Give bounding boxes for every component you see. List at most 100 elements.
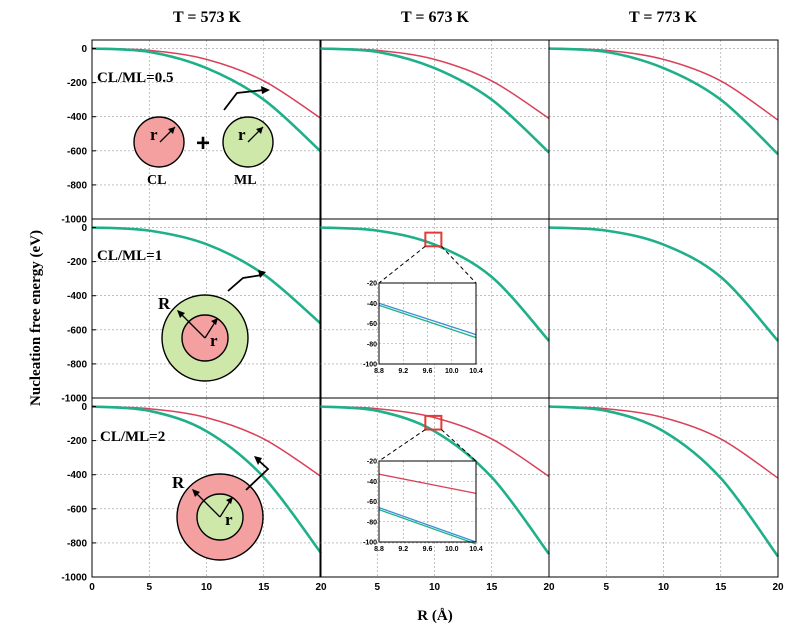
core-arrowhead-icon bbox=[211, 318, 218, 325]
inset-r2-c1-zoom-line-left bbox=[378, 429, 426, 462]
panel-r2-c2-xtick-label: 10 bbox=[658, 582, 670, 593]
panel-r2-c1-xtick-label: 5 bbox=[374, 582, 380, 593]
panel-r2-c1-series-1 bbox=[319, 405, 551, 555]
panel-r1-c1-highlight-box bbox=[424, 231, 443, 248]
col-title-573: T = 573 K bbox=[173, 9, 242, 26]
y-axis-label: Nucleation free energy (eV) bbox=[28, 230, 44, 406]
panel-r2-c1-xtick-label: 10 bbox=[429, 582, 441, 593]
panel-r0-c1-series-1 bbox=[319, 47, 550, 154]
inset-r1-c1-ytick-label: -60 bbox=[367, 321, 377, 328]
panel-r2-c0-ytick-label: -400 bbox=[67, 470, 87, 481]
inset-r1-c1-ytick-label: -40 bbox=[367, 301, 377, 308]
inset-r1-c1-series-1 bbox=[378, 304, 477, 339]
plus-sign: + bbox=[196, 130, 210, 157]
row-label-ratio-1: CL/ML=1 bbox=[97, 248, 162, 264]
panel-r1-c0-ytick-label: 0 bbox=[81, 223, 87, 234]
panel-r2-c1-xtick-label: 20 bbox=[543, 582, 555, 593]
panel-r1-c0-ytick-label: -800 bbox=[67, 359, 87, 370]
inset-r2-c1-xtick-label: 10.4 bbox=[469, 546, 483, 553]
shell-radius-label-3: R bbox=[172, 473, 185, 492]
inset-r1-c1-ytick-label: -100 bbox=[363, 362, 377, 369]
panel-r2-c2-series-1 bbox=[548, 405, 780, 558]
row-label-ratio-2: CL/ML=2 bbox=[100, 429, 165, 445]
inset-r2-c1-xtick-label: 9.2 bbox=[398, 546, 408, 553]
cl-arrowhead-icon bbox=[168, 127, 175, 134]
inset-r1-c1-zoom-line-right bbox=[441, 245, 477, 284]
x-axis-label: R (Å) bbox=[417, 608, 452, 624]
panel-r1-c0-ytick-label: -200 bbox=[67, 257, 87, 268]
panel-r2-c0-xtick-label: 0 bbox=[89, 582, 95, 593]
cl-radius-label: r bbox=[150, 125, 158, 144]
panel-r2-c0-ytick-label: -600 bbox=[67, 504, 87, 515]
panel-r2-c0-xtick-label: 5 bbox=[146, 582, 152, 593]
illustration-cl-core-ml-shell: R r bbox=[158, 270, 266, 382]
pointer-line bbox=[223, 89, 265, 111]
inset-r1-c1-ytick-label: -80 bbox=[367, 341, 377, 348]
panel-r2-c0-series-1 bbox=[91, 405, 323, 554]
ml-caption: ML bbox=[234, 173, 257, 188]
pointer-line-3 bbox=[245, 459, 270, 491]
pointer-arrowhead-2-icon bbox=[258, 270, 266, 278]
inset-r2-c1-zoom-line-right bbox=[441, 429, 477, 462]
panel-grid: 0-200-400-600-800-10000-200-400-600-800-… bbox=[61, 39, 784, 593]
panel-r0-c2-series-1 bbox=[548, 47, 779, 156]
panel-r0-c1-series-0 bbox=[319, 47, 550, 120]
panel-r2-c1-xtick-label: 15 bbox=[486, 582, 498, 593]
panel-r2-c0-ytick-label: -200 bbox=[67, 436, 87, 447]
panel-r0-c0-ytick-label: -400 bbox=[67, 112, 87, 123]
inset-r1-c1-xtick-label: 10.4 bbox=[469, 368, 483, 375]
ml-radius-label: r bbox=[238, 125, 246, 144]
inset-r2-c1-series-0 bbox=[378, 473, 477, 495]
panel-r0-c0-ytick-label: 0 bbox=[81, 44, 87, 55]
core-radius-label-3: r bbox=[225, 510, 233, 529]
shell-radius-label: R bbox=[158, 294, 171, 313]
panel-r2-c0-xtick-label: 15 bbox=[258, 582, 270, 593]
col-title-773: T = 773 K bbox=[629, 9, 698, 26]
panel-r2-c2-frame bbox=[548, 397, 779, 578]
inset-r1-c1-ytick-label: -20 bbox=[367, 281, 377, 288]
shell-arrowhead-3-icon bbox=[192, 489, 200, 497]
inset-r1-c1-xtick-label: 10.0 bbox=[445, 368, 459, 375]
panel-r0-c0-series-1 bbox=[91, 47, 322, 153]
inset-r2-c1-ytick-label: -100 bbox=[363, 540, 377, 547]
panel-r2-c2-xtick-label: 15 bbox=[715, 582, 727, 593]
inset-r2-c1-series-1 bbox=[378, 506, 477, 543]
panel-r2-c0-ytick-label: -800 bbox=[67, 538, 87, 549]
row-label-ratio-0-5: CL/ML=0.5 bbox=[97, 70, 173, 86]
panel-r2-c2-xtick-label: 5 bbox=[603, 582, 609, 593]
cl-caption: CL bbox=[147, 173, 166, 188]
panel-r2-c2-xtick-label: 20 bbox=[772, 582, 784, 593]
panel-r1-c0-ytick-label: -1000 bbox=[61, 394, 87, 405]
panel-r0-c0-ytick-label: -200 bbox=[67, 78, 87, 89]
inset-r2-c1-xtick-label: 8.8 bbox=[374, 546, 384, 553]
inset-r2-c1-ytick-label: -80 bbox=[367, 519, 377, 526]
inset-r2-c1-ytick-label: -60 bbox=[367, 499, 377, 506]
pointer-arrowhead-icon bbox=[261, 86, 270, 94]
panel-r2-c0-ytick-label: 0 bbox=[81, 402, 87, 413]
illustration-separate-nuclei: r CL + r ML bbox=[133, 86, 274, 188]
inset-r2-c1-ytick-label: -20 bbox=[367, 459, 377, 466]
illustration-ml-core-cl-shell: R r bbox=[172, 456, 270, 561]
panel-r0-c0-ytick-label: -1000 bbox=[61, 215, 87, 226]
inset-r1-c1-zoom-line-left bbox=[378, 245, 426, 284]
inset-r2-c1-xtick-label: 10.0 bbox=[445, 546, 459, 553]
inset-r2-c1-frame bbox=[378, 460, 477, 543]
core-arrowhead-3-icon bbox=[226, 497, 233, 504]
panel-r2-c0-frame bbox=[91, 397, 322, 578]
panel-r0-c0-ytick-label: -600 bbox=[67, 146, 87, 157]
inset-r2-c1-series-2 bbox=[378, 508, 477, 545]
inset-r1-c1-frame bbox=[378, 282, 477, 365]
panel-r1-c0-series-0 bbox=[91, 226, 322, 325]
inset-r1-c1-xtick-label: 8.8 bbox=[374, 368, 384, 375]
ml-arrowhead-icon bbox=[256, 127, 263, 134]
pointer-line-2 bbox=[227, 274, 263, 292]
inset-r1-c1-xtick-label: 9.6 bbox=[423, 368, 433, 375]
panel-r1-c0-ytick-label: -400 bbox=[67, 291, 87, 302]
panel-r2-c0-xtick-label: 20 bbox=[315, 582, 327, 593]
panel-r1-c2-series-0 bbox=[548, 226, 779, 342]
panel-r1-c0-ytick-label: -600 bbox=[67, 325, 87, 336]
shell-arrowhead-icon bbox=[177, 310, 185, 318]
core-radius-label: r bbox=[210, 331, 218, 350]
panel-r2-c0-xtick-label: 10 bbox=[201, 582, 213, 593]
